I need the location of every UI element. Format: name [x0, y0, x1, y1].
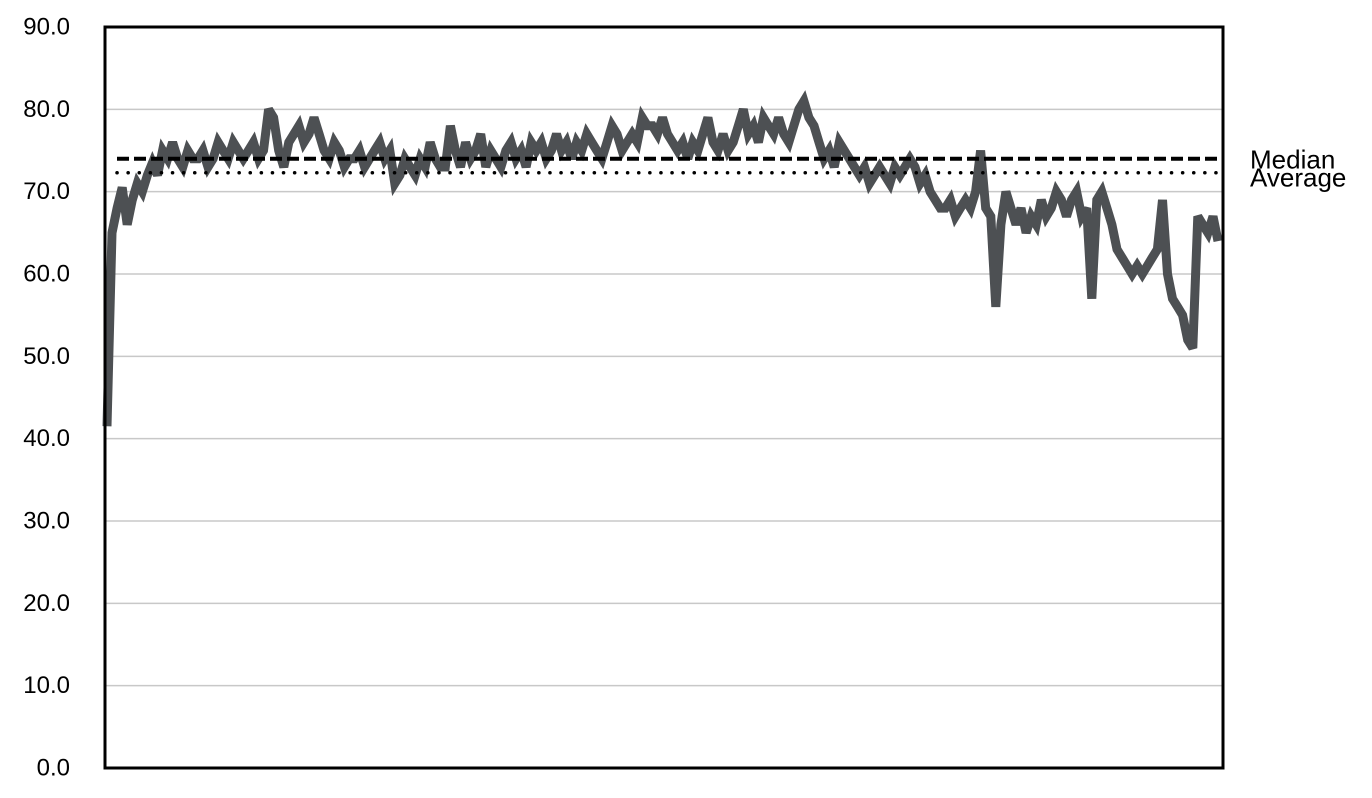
y-axis-tick-labels: 0.0 10.0 20.0 30.0 40.0 50.0 60.0 70.0 80.0 90.0 [23, 14, 70, 782]
y-tick-label: 0.0 [37, 755, 70, 782]
reference-line-label: Average [1250, 163, 1346, 193]
reference-line-label: Median [1250, 145, 1335, 175]
gridlines [105, 108, 1223, 687]
y-tick-label: 20.0 [23, 590, 70, 617]
series-line [102, 90, 1223, 427]
y-tick-label: 80.0 [23, 96, 70, 123]
y-tick-label: 40.0 [23, 425, 70, 452]
y-tick-label: 70.0 [23, 178, 70, 205]
y-tick-label: 50.0 [23, 343, 70, 370]
plot-frame [103, 25, 1225, 770]
series-layer [102, 90, 1223, 427]
y-tick-label: 10.0 [23, 672, 70, 699]
y-tick-label: 90.0 [23, 14, 70, 41]
y-tick-label: 60.0 [23, 261, 70, 288]
y-tick-label: 30.0 [23, 508, 70, 535]
